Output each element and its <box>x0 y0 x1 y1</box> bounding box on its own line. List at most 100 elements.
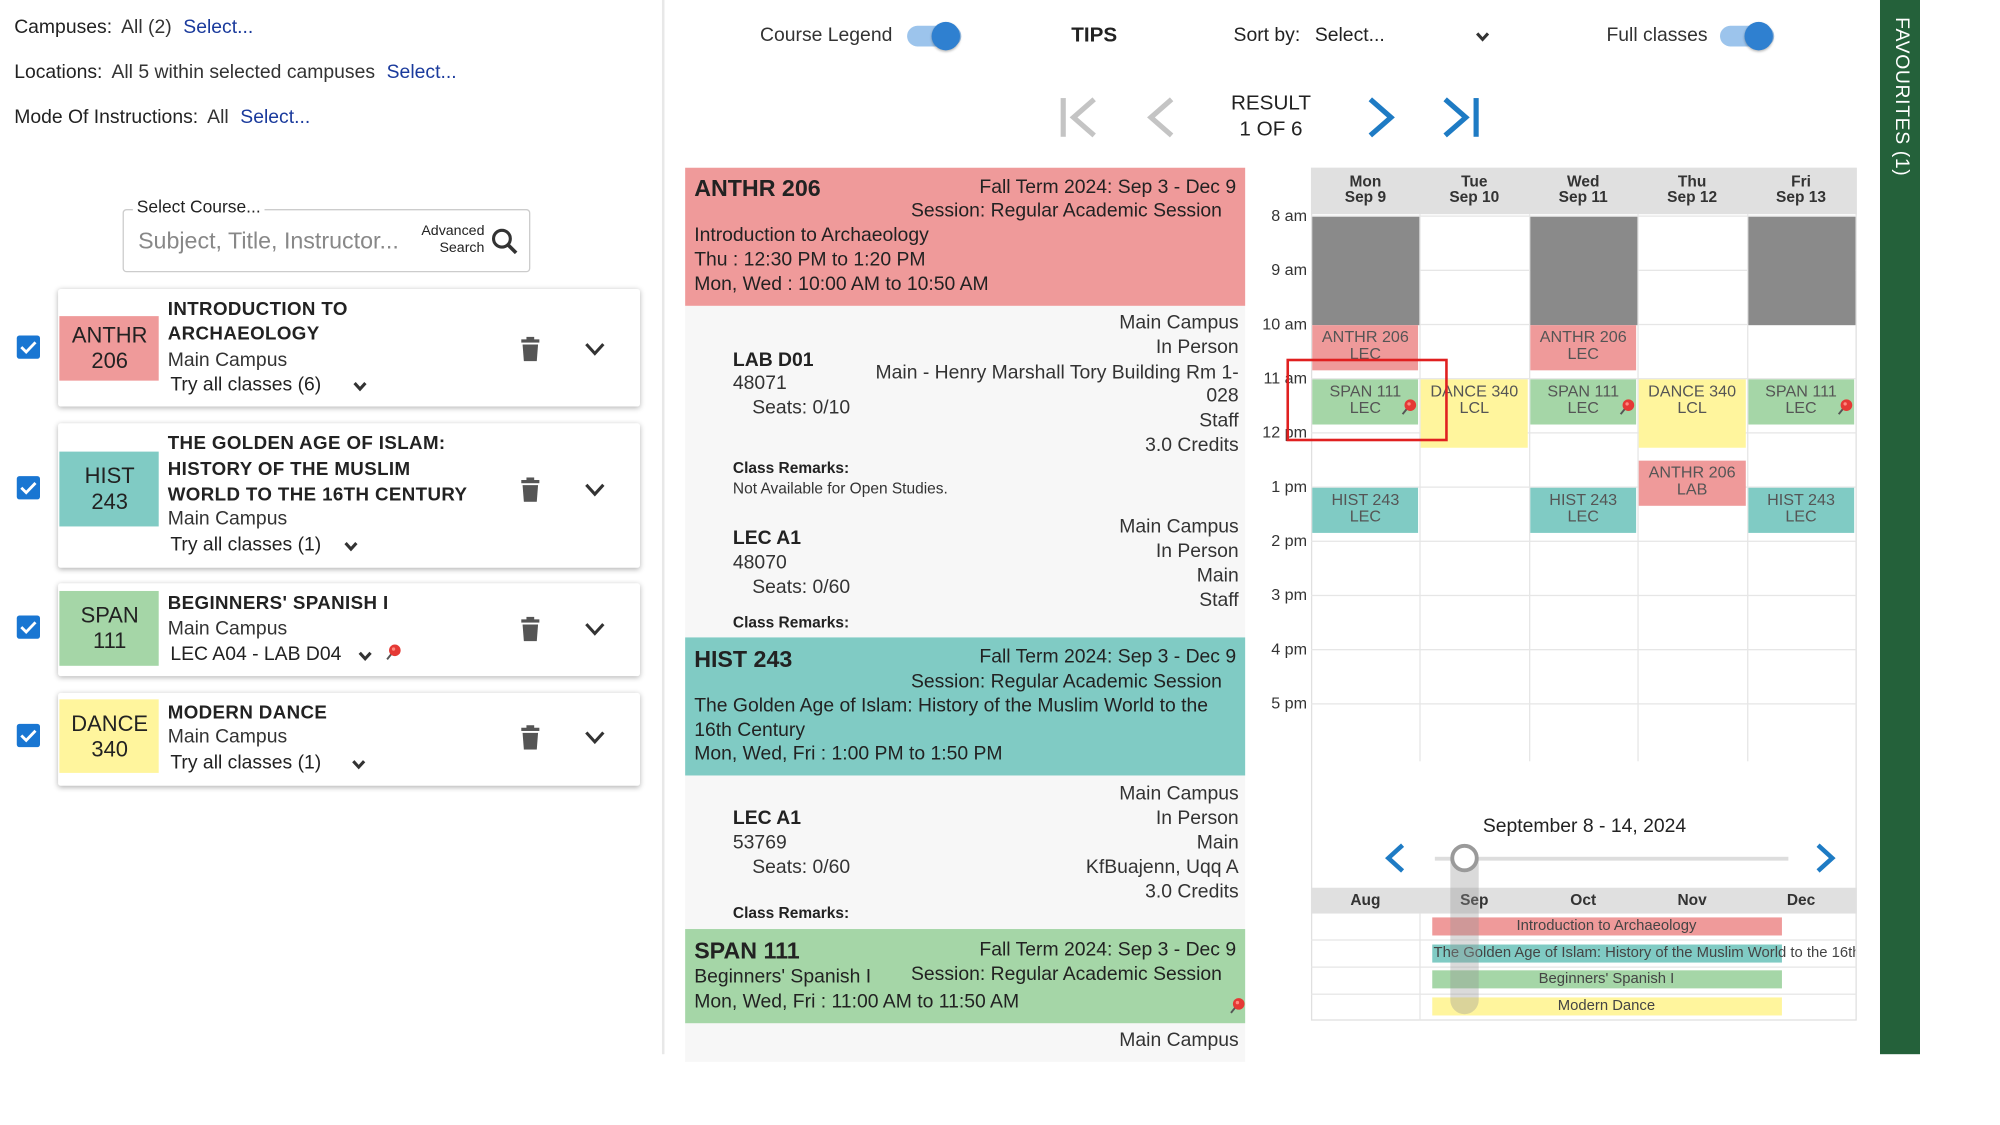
delete-button[interactable] <box>519 616 542 642</box>
checkbox[interactable] <box>15 334 41 360</box>
result-schedule: Thu : 12:30 PM to 1:20 PM <box>694 248 926 271</box>
pin-icon[interactable] <box>1227 997 1245 1015</box>
course-title: INTRODUCTION TO <box>167 299 348 320</box>
chevron-down[interactable] <box>581 722 609 750</box>
filter-action[interactable]: Select... <box>386 61 457 84</box>
first-page-button[interactable] <box>1058 95 1099 139</box>
course-option[interactable]: Try all classes (1) <box>170 751 322 774</box>
search-label: Select Course... <box>132 196 265 219</box>
result-schedule: Mon, Wed, Fri : 1:00 PM to 1:50 PM <box>694 742 1003 765</box>
course-subject: DANCE <box>71 710 149 736</box>
timeline-divider <box>1419 913 1421 1021</box>
course-campus: Main Campus <box>167 617 288 640</box>
calendar-event[interactable] <box>1530 487 1637 533</box>
calendar-event[interactable] <box>1312 379 1419 425</box>
delete-button[interactable] <box>519 724 542 750</box>
course-option[interactable]: LEC A04 - LAB D04 <box>170 643 342 666</box>
chevron-down[interactable] <box>356 646 374 664</box>
course-code-box <box>59 316 159 381</box>
chevron-down[interactable] <box>581 614 609 642</box>
event-type: LEC <box>1785 507 1817 526</box>
chevron-down[interactable] <box>581 475 609 503</box>
calendar-event[interactable] <box>1312 487 1419 533</box>
remarks-label: Class Remarks: <box>732 458 850 477</box>
chevron-down[interactable] <box>1474 27 1492 45</box>
calendar-event[interactable] <box>1747 487 1855 533</box>
course-option[interactable]: Try all classes (6) <box>170 373 322 396</box>
advanced-search[interactable]: Advanced <box>421 223 485 239</box>
event-code: ANTHR 206 <box>1648 463 1736 482</box>
result-header[interactable] <box>685 637 1246 776</box>
section-id: 48070 <box>732 551 787 574</box>
pin-icon[interactable] <box>1617 399 1635 417</box>
hour-label: 1 pm <box>1271 477 1308 496</box>
search-box[interactable] <box>122 209 531 273</box>
filter-action[interactable]: Select... <box>240 106 311 129</box>
delete-button[interactable] <box>519 477 542 502</box>
pin-icon[interactable] <box>1835 399 1853 417</box>
calendar-event[interactable] <box>1312 325 1419 371</box>
last-page-button[interactable] <box>1441 95 1482 139</box>
remarks-label: Class Remarks: <box>732 613 850 632</box>
chevron-down[interactable] <box>342 537 360 555</box>
result-term: Fall Term 2024: Sep 3 - Dec 9 <box>979 176 1237 199</box>
filter-row: Locations: All 5 within selected campuses… <box>14 61 456 83</box>
tips-button[interactable]: TIPS <box>1071 24 1118 47</box>
pin-icon[interactable] <box>1399 399 1417 417</box>
course-option[interactable]: Try all classes (1) <box>170 533 322 556</box>
calendar-event[interactable] <box>1747 379 1855 425</box>
timeline-row-line <box>1310 939 1857 941</box>
prev-week-button[interactable] <box>1382 841 1408 875</box>
next-page-button[interactable] <box>1365 95 1399 139</box>
chevron-down[interactable] <box>581 334 609 362</box>
filter-label: Campuses: <box>14 16 113 39</box>
timeline-bar-title: Modern Dance <box>1557 998 1656 1014</box>
calendar-event[interactable] <box>1530 325 1637 371</box>
event-code: DANCE 340 <box>1430 382 1519 401</box>
result-header[interactable] <box>685 929 1246 1024</box>
checkbox[interactable] <box>15 614 41 640</box>
result-session: Session: Regular Academic Session <box>911 963 1222 986</box>
result-title: The Golden Age of Islam: History of the … <box>694 694 1209 741</box>
checkbox[interactable] <box>15 722 41 748</box>
chevron-down[interactable] <box>350 755 368 773</box>
filter-label: Mode Of Instructions: <box>14 106 199 129</box>
search-icon[interactable] <box>490 227 518 255</box>
advanced-search[interactable]: Search <box>439 240 485 256</box>
result-count: 1 OF 6 <box>1239 118 1303 141</box>
section-detail: Staff <box>1199 409 1239 432</box>
result-schedule: Mon, Wed, Fri : 11:00 AM to 11:50 AM <box>694 990 1020 1013</box>
hour-label: 4 pm <box>1271 640 1308 659</box>
search-placeholder: Subject, Title, Instructor... <box>138 228 399 254</box>
favourites-tab[interactable] <box>1879 0 1920 1055</box>
filter-value: All <box>207 106 229 129</box>
calendar-event[interactable] <box>1421 379 1528 448</box>
calendar-event[interactable] <box>1638 379 1746 448</box>
next-week-button[interactable] <box>1813 841 1839 875</box>
event-code: ANTHR 206 <box>1539 327 1627 347</box>
event-code: SPAN 111 <box>1329 382 1402 401</box>
day-divider <box>1419 214 1422 762</box>
calendar-event[interactable] <box>1530 379 1637 425</box>
chevron-down[interactable] <box>351 377 369 395</box>
month-label: Oct <box>1570 890 1597 910</box>
timeline-bar <box>1432 944 1782 963</box>
checkbox[interactable] <box>15 475 41 501</box>
unavailable-block <box>1312 216 1420 326</box>
filter-value: All (2) <box>121 16 172 39</box>
result-header[interactable] <box>685 167 1246 306</box>
calendar-event[interactable] <box>1638 460 1746 506</box>
day-divider <box>1637 214 1639 762</box>
event-type: LCL <box>1677 398 1707 418</box>
sort-select[interactable]: Select... <box>1314 24 1385 46</box>
prev-page-button[interactable] <box>1143 95 1177 139</box>
delete-button[interactable] <box>519 336 542 362</box>
section-id: 48071 <box>732 372 787 395</box>
full-classes-label: Full classes <box>1606 24 1708 46</box>
week-slider-thumb[interactable] <box>1450 843 1479 873</box>
pin-icon[interactable] <box>383 644 401 662</box>
event-type: LCL <box>1459 398 1490 418</box>
result-term: Fall Term 2024: Sep 3 - Dec 9 <box>979 645 1237 668</box>
filter-action[interactable]: Select... <box>183 16 254 39</box>
